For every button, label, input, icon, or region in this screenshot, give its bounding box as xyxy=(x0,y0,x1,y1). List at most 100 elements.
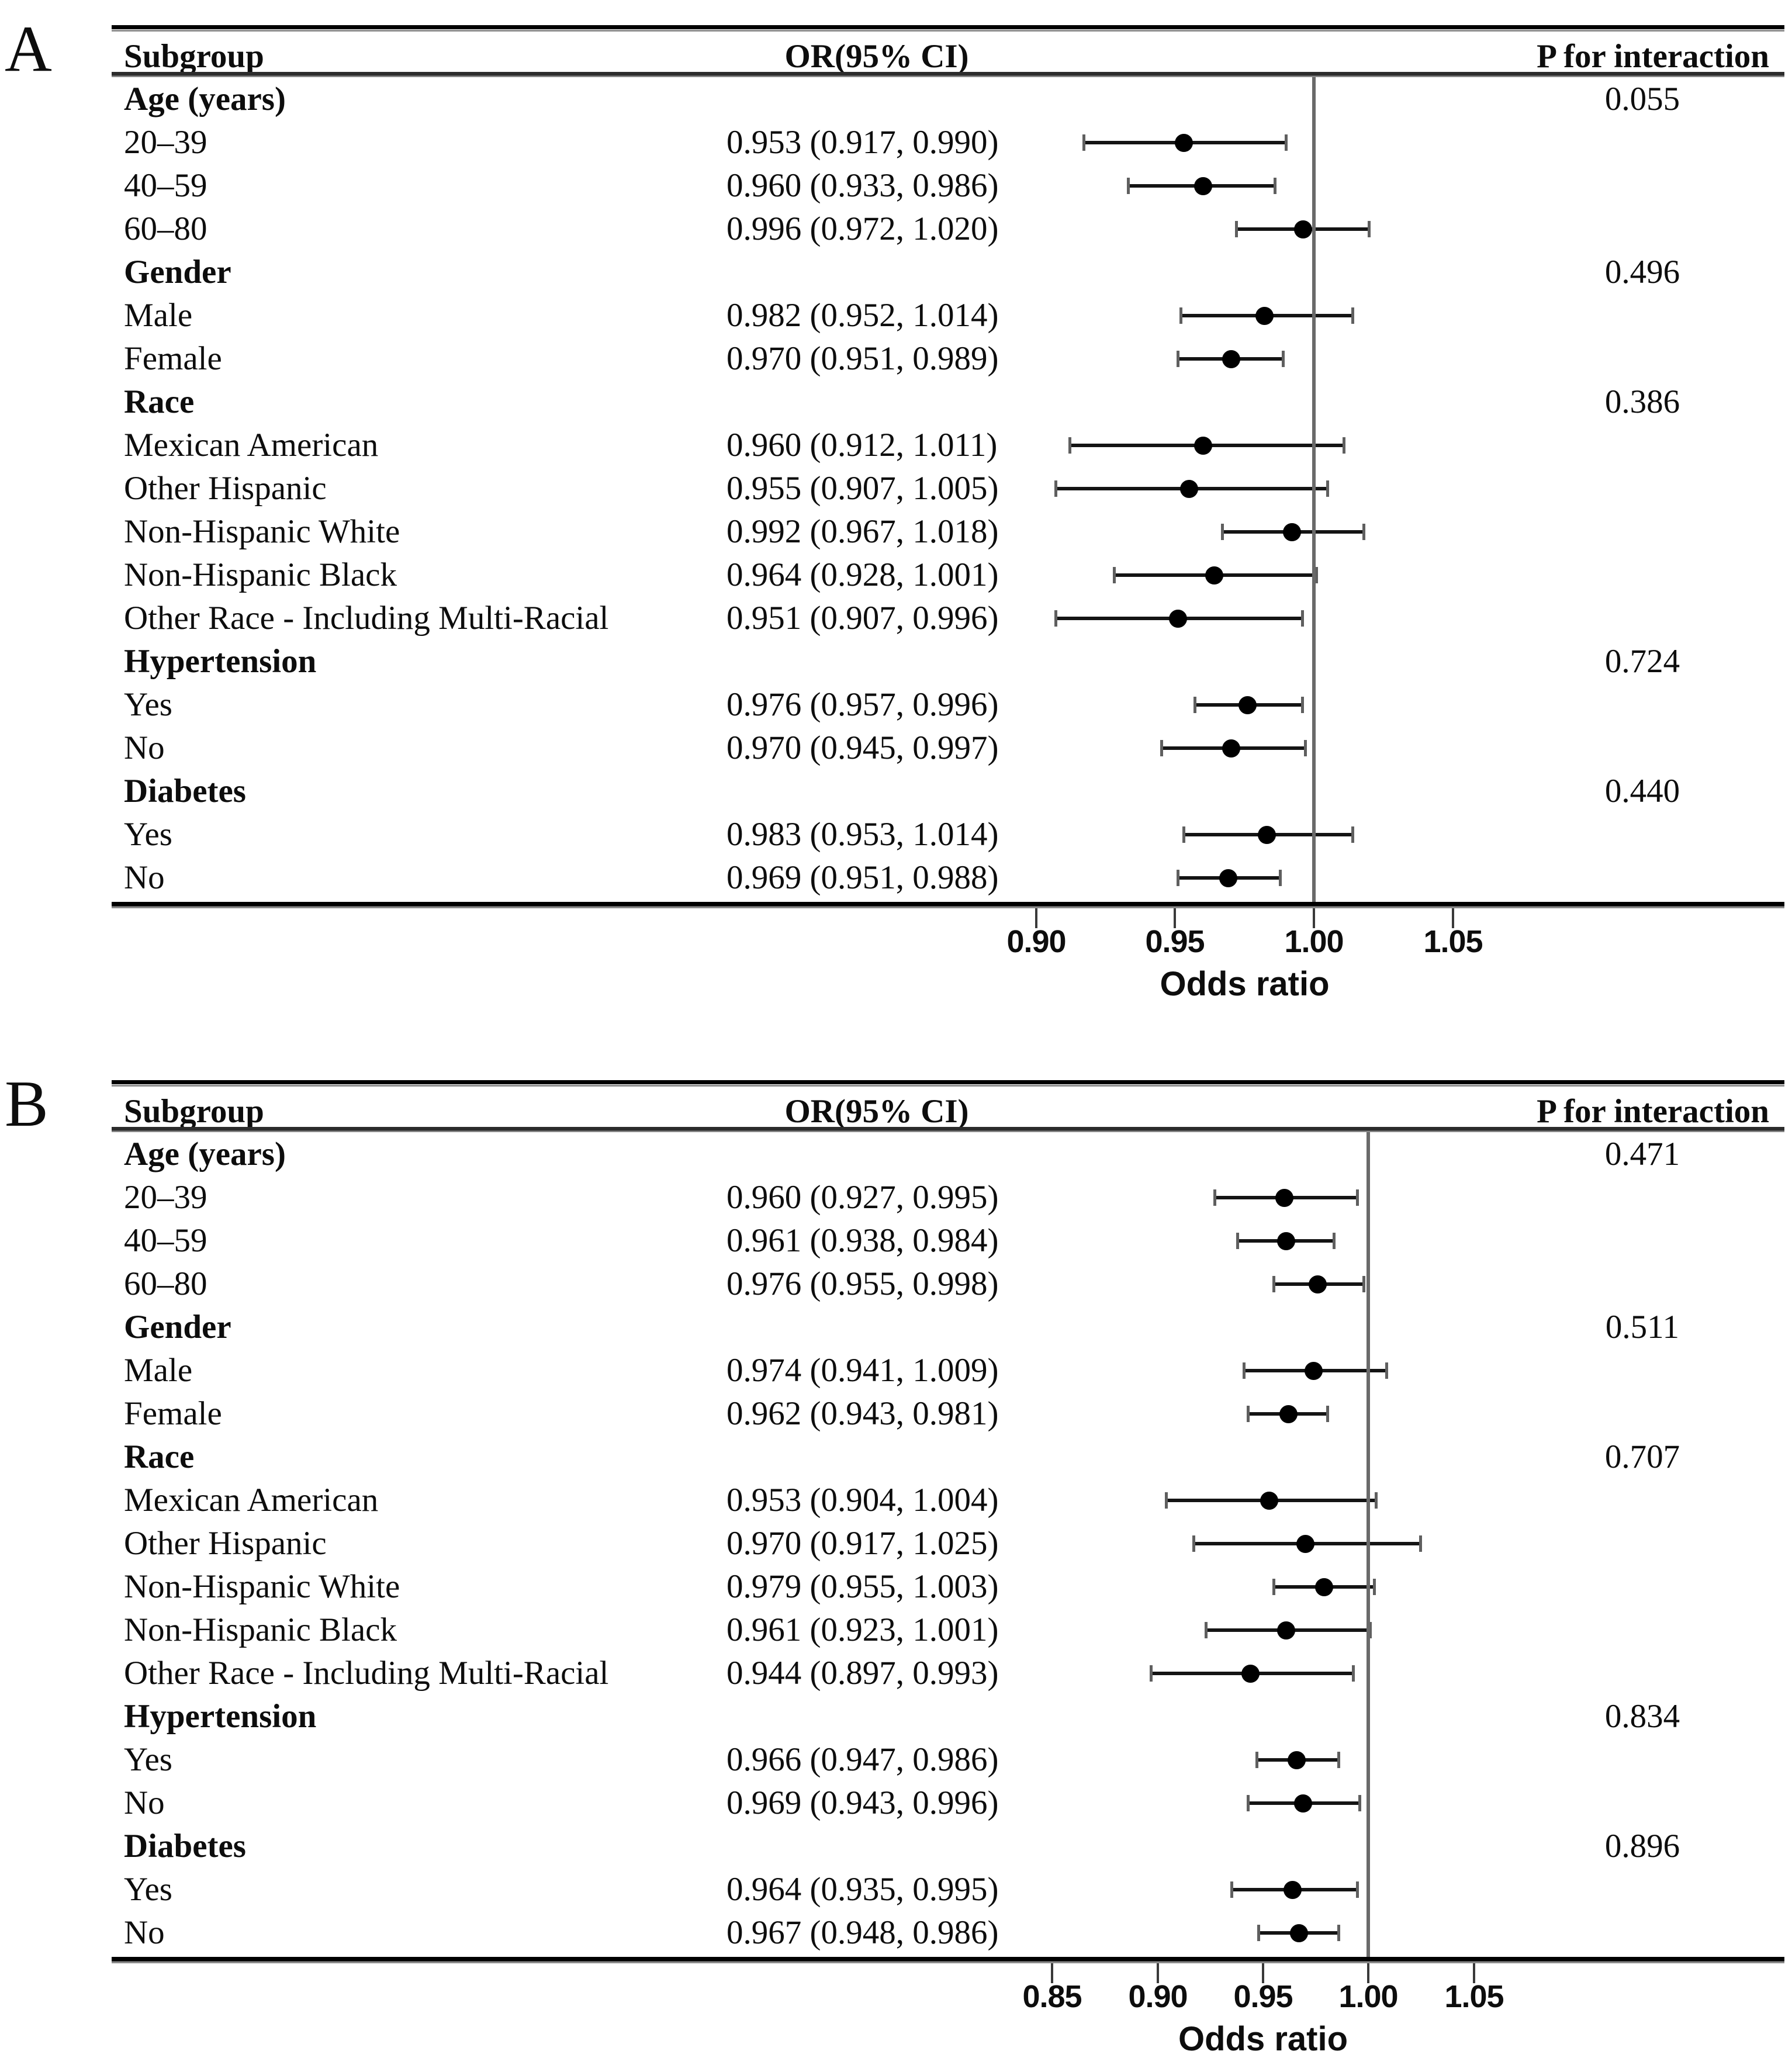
ci-cap-right xyxy=(1343,437,1346,454)
or-ci-value: 0.953 (0.904, 1.004) xyxy=(727,1482,999,1519)
or-marker xyxy=(1222,739,1240,758)
ci-cap-right xyxy=(1314,567,1318,583)
ci-cap-left xyxy=(1243,1362,1246,1379)
subgroup-row-label: No xyxy=(124,1914,165,1951)
or-marker xyxy=(1277,1232,1296,1250)
or-ci-value: 0.983 (0.953, 1.014) xyxy=(727,816,999,853)
or-marker xyxy=(1239,696,1257,714)
axis-tick-label: 0.95 xyxy=(1145,924,1205,959)
axis-tick xyxy=(1367,1963,1369,1983)
or-marker xyxy=(1255,307,1274,325)
ci-cap-left xyxy=(1179,307,1182,324)
or-marker xyxy=(1275,1189,1293,1207)
subgroup-row-label: Mexican American xyxy=(124,1482,379,1519)
ci-cap-left xyxy=(1230,1881,1233,1898)
ci-cap-left xyxy=(1205,1622,1208,1638)
ci-cap-left xyxy=(1272,1276,1275,1292)
or-ci-value: 0.953 (0.917, 0.990) xyxy=(727,124,999,161)
ci-cap-left xyxy=(1160,740,1163,756)
ci-cap-right xyxy=(1301,697,1304,713)
ci-cap-right xyxy=(1362,524,1365,540)
ci-cap-left xyxy=(1255,1752,1258,1768)
or-ci-value: 0.960 (0.912, 1.011) xyxy=(727,427,998,464)
ci-cap-left xyxy=(1177,351,1180,367)
axis-tick xyxy=(1473,1963,1475,1983)
subgroup-row-label: Yes xyxy=(124,1741,172,1778)
or-marker xyxy=(1194,437,1212,455)
ci-cap-right xyxy=(1351,1665,1355,1682)
or-marker xyxy=(1258,826,1276,844)
axis-tick-label: 0.90 xyxy=(1006,924,1066,959)
subgroup-header-label: Diabetes xyxy=(124,773,246,810)
or-ci-value: 0.964 (0.935, 0.995) xyxy=(727,1871,999,1908)
axis-tick xyxy=(1157,1963,1159,1983)
column-header-or-ci: OR(95% CI) xyxy=(784,1093,969,1130)
subgroup-row-label: 20–39 xyxy=(124,124,207,161)
ci-cap-right xyxy=(1351,307,1354,324)
p-interaction-value: 0.896 xyxy=(1604,1828,1680,1865)
subgroup-header-label: Diabetes xyxy=(124,1828,246,1865)
axis-line xyxy=(112,902,1784,908)
ci-cap-left xyxy=(1236,1233,1240,1249)
or-marker xyxy=(1289,1924,1308,1942)
ci-cap-right xyxy=(1355,1189,1359,1206)
subgroup-row-label: Other Race - Including Multi-Racial xyxy=(124,1655,609,1692)
or-ci-value: 0.969 (0.943, 0.996) xyxy=(727,1784,999,1821)
p-interaction-value: 0.440 xyxy=(1604,773,1680,810)
top-rule xyxy=(112,25,1784,32)
top-rule xyxy=(112,1080,1784,1087)
ci-cap-right xyxy=(1368,1622,1372,1638)
axis-tick-label: 0.95 xyxy=(1233,1979,1293,2014)
subgroup-row-label: Mexican American xyxy=(124,427,379,464)
ci-cap-left xyxy=(1126,178,1130,194)
panel-letter-a: A xyxy=(5,13,52,85)
ci-cap-right xyxy=(1326,480,1329,497)
header-rule xyxy=(112,1127,1784,1132)
axis-tick xyxy=(1051,1963,1053,1983)
reference-line xyxy=(1312,77,1316,902)
or-ci-value: 0.970 (0.917, 1.025) xyxy=(727,1525,999,1562)
or-marker xyxy=(1174,134,1193,152)
or-ci-value: 0.974 (0.941, 1.009) xyxy=(727,1352,999,1389)
ci-cap-left xyxy=(1068,437,1071,454)
column-header-subgroup: Subgroup xyxy=(124,38,264,75)
subgroup-row-label: 60–80 xyxy=(124,210,207,247)
ci-cap-left xyxy=(1054,480,1058,497)
or-marker xyxy=(1241,1665,1260,1683)
ci-cap-left xyxy=(1247,1795,1250,1811)
axis-tick-label: 1.00 xyxy=(1284,924,1344,959)
subgroup-header-label: Age (years) xyxy=(124,81,286,117)
p-interaction-value: 0.055 xyxy=(1604,81,1680,117)
ci-cap-right xyxy=(1351,826,1354,843)
or-marker xyxy=(1305,1362,1323,1380)
axis-title: Odds ratio xyxy=(1178,2020,1348,2058)
ci-cap-left xyxy=(1113,567,1116,583)
ci-cap-right xyxy=(1303,740,1307,756)
ci-cap-right xyxy=(1355,1881,1359,1898)
panel-b: B Subgroup OR(95% CI) P for interaction … xyxy=(0,1055,1792,2058)
or-ci-value: 0.982 (0.952, 1.014) xyxy=(727,297,999,334)
subgroup-row-label: Non-Hispanic White xyxy=(124,513,400,550)
or-ci-value: 0.966 (0.947, 0.986) xyxy=(727,1741,999,1778)
or-marker xyxy=(1294,220,1312,238)
axis-tick xyxy=(1035,908,1037,928)
subgroup-header-label: Race xyxy=(124,383,195,420)
or-ci-value: 0.960 (0.927, 0.995) xyxy=(727,1179,999,1216)
axis-tick xyxy=(1262,1963,1264,1983)
or-ci-value: 0.992 (0.967, 1.018) xyxy=(727,513,999,550)
subgroup-row-label: Non-Hispanic White xyxy=(124,1568,400,1605)
subgroup-row-label: Male xyxy=(124,1352,193,1389)
axis-tick-label: 1.05 xyxy=(1444,1979,1504,2014)
ci-cap-left xyxy=(1272,1579,1275,1595)
ci-cap-right xyxy=(1385,1362,1389,1379)
or-ci-value: 0.967 (0.948, 0.986) xyxy=(727,1914,999,1951)
reference-line xyxy=(1367,1132,1370,1957)
or-marker xyxy=(1315,1578,1334,1596)
axis-tick-label: 1.05 xyxy=(1423,924,1483,959)
ci-cap-left xyxy=(1164,1492,1168,1509)
ci-cap-left xyxy=(1213,1189,1216,1206)
or-ci-value: 0.961 (0.923, 1.001) xyxy=(727,1611,999,1648)
axis-tick-label: 0.85 xyxy=(1022,1979,1082,2014)
or-ci-value: 0.951 (0.907, 0.996) xyxy=(727,600,999,637)
